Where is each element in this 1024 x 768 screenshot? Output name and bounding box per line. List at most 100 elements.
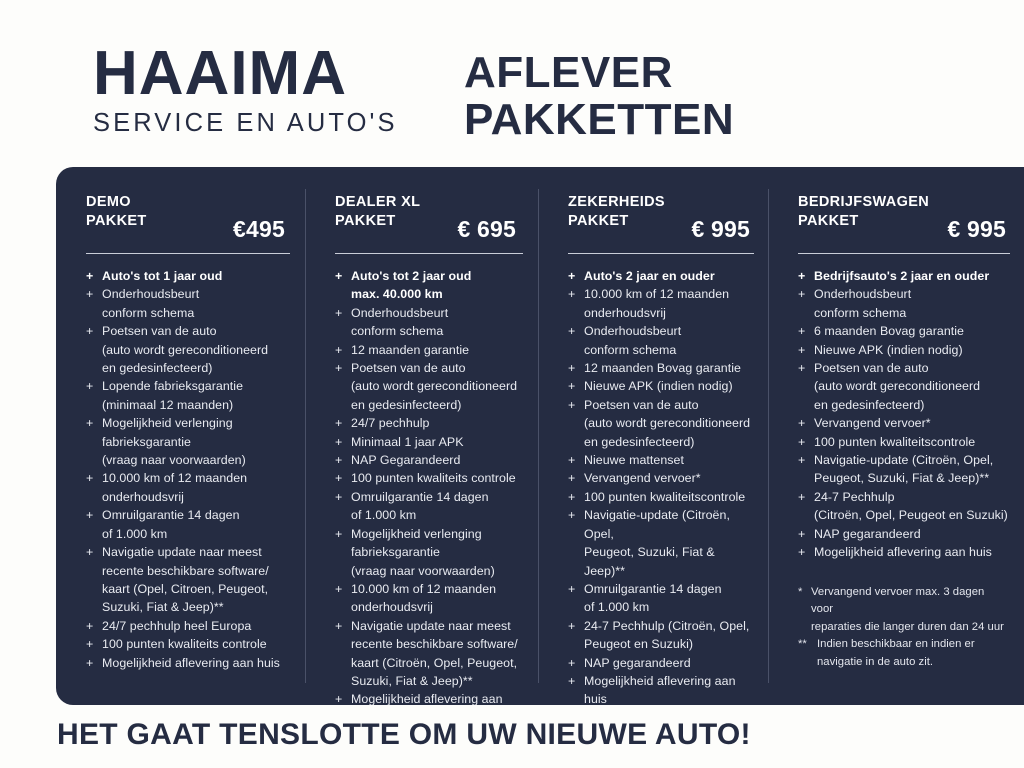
feature-item: +100 punten kwaliteits controle — [86, 635, 289, 653]
brand-logo: HAAIMA SERVICE EN AUTO'S — [93, 39, 423, 137]
feature-text: NAP gegarandeerd — [584, 655, 691, 670]
plus-icon: + — [798, 342, 806, 357]
feature-text: Mogelijkheid verlenging fabrieksgarantie(… — [351, 526, 495, 578]
feature-item: + Auto's tot 2 jaar oud max. 40.000 km — [335, 267, 522, 304]
feature-item: + NAP gegarandeerd — [568, 654, 752, 672]
feature-text: Mogelijkheid verlenging fabrieksgarantie(… — [102, 416, 246, 468]
feature-text: Mogelijkheid aflevering aan huis — [102, 655, 280, 670]
feature-text: Bedrijfsauto's 2 jaar en ouder — [814, 269, 990, 283]
package-name-line-1: DEALER XL — [335, 194, 421, 210]
feature-text: Nieuwe APK (indien nodig) — [584, 379, 733, 394]
packages-panel: DEMO PAKKET €495 + Auto's tot 1 jaar oud + Ond… — [56, 167, 1024, 705]
feature-text: Onderhoudsbeurt conform schema — [814, 287, 912, 320]
feature-item: + Mogelijkheid verlenging fabrieksgarantie… — [335, 525, 522, 580]
plus-icon: + — [798, 526, 806, 541]
header-divider — [798, 253, 1010, 254]
plus-icon: + — [86, 655, 94, 670]
header-divider — [568, 253, 754, 254]
plus-icon: + — [568, 581, 576, 596]
feature-item: + Mogelijkheid aflevering aan huis — [798, 543, 1008, 561]
feature-item: + Mogelijkheid aflevering aan huis — [335, 690, 522, 705]
plus-icon: + — [335, 526, 343, 541]
plus-icon: + — [335, 489, 343, 504]
feature-item: + Navigatie update naar meest recente besc… — [335, 617, 522, 691]
package-column: DEALER XL PAKKET € 695 + Auto's tot 2 jaar o… — [305, 167, 538, 705]
package-price: € 995 — [947, 216, 1006, 242]
feature-item: + Navigatie update naar meest recente besc… — [86, 543, 289, 617]
plus-icon: + — [86, 508, 94, 523]
footer-tagline: HET GAAT TENSLOTTE OM UW NIEUWE AUTO! — [57, 718, 751, 751]
feature-text: Vervangend vervoer* — [584, 471, 701, 486]
feature-item: + Onderhoudsbeurt conform schema — [335, 304, 522, 341]
feature-text: 6 maanden Bovag garantie — [814, 324, 964, 339]
feature-text: 24/7 pechhulp heel Europa — [102, 618, 252, 633]
feature-text: Mogelijkheid aflevering aan huis — [584, 673, 736, 705]
header-divider — [335, 253, 523, 254]
feature-item: + Omruilgarantie 14 dagen of 1.000 km — [335, 488, 522, 525]
feature-text: 100 punten kwaliteits controle — [102, 637, 267, 652]
plus-icon: + — [798, 324, 806, 339]
package-name-line-2: PAKKET — [86, 212, 147, 229]
footnote-text: Vervangend vervoer max. 3 dagen voor repa… — [811, 585, 1004, 633]
footnote-marker: * — [798, 585, 803, 598]
plus-icon: + — [568, 618, 576, 633]
feature-text: NAP gegarandeerd — [814, 526, 921, 541]
feature-item: + Nieuwe APK (indien nodig) — [798, 341, 1008, 359]
plus-icon: + — [568, 287, 576, 302]
feature-item: +12 maanden garantie — [335, 341, 522, 359]
feature-text: Auto's tot 1 jaar oud — [102, 269, 223, 283]
plus-icon: + — [798, 453, 806, 468]
page-title-line-2: PAKKETTEN — [464, 95, 735, 145]
feature-item: + Mogelijkheid aflevering aan huis — [568, 672, 752, 705]
feature-text: Poetsen van de auto (auto wordt gerecondi… — [584, 397, 751, 449]
package-name-line-2: PAKKET — [335, 212, 396, 229]
plus-icon: + — [86, 379, 94, 394]
feature-item: + Auto's 2 jaar en ouder — [568, 267, 752, 285]
plus-icon: + — [335, 342, 343, 357]
footnote-item: ** Indien beschikbaar en indien er navigat… — [798, 636, 1008, 671]
plus-icon: + — [335, 471, 343, 486]
plus-icon: + — [86, 618, 94, 633]
plus-icon: + — [568, 453, 576, 468]
plus-icon: + — [798, 434, 806, 449]
feature-item: + NAP gegarandeerd — [798, 525, 1008, 543]
plus-icon: + — [86, 416, 94, 431]
plus-icon: + — [335, 581, 343, 596]
feature-list: + Auto's 2 jaar en ouder +10.000 km of 12 … — [568, 267, 752, 705]
feature-text: Mogelijkheid aflevering aan huis — [351, 692, 503, 705]
feature-list: + Auto's tot 2 jaar oud max. 40.000 km + Ond… — [335, 267, 522, 705]
feature-text: Poetsen van de auto (auto wordt gerecondi… — [102, 324, 269, 376]
feature-text: Onderhoudsbeurt conform schema — [102, 287, 200, 320]
feature-text: 10.000 km of 12 maanden onderhoudsvrij — [351, 581, 497, 615]
package-column: DEMO PAKKET €495 + Auto's tot 1 jaar oud + Ond… — [56, 167, 305, 705]
plus-icon: + — [335, 618, 343, 633]
plus-icon: + — [798, 361, 806, 376]
feature-text: 12 maanden Bovag garantie — [584, 361, 741, 376]
plus-icon: + — [86, 287, 94, 302]
package-name-line-1: DEMO — [86, 194, 131, 210]
feature-text: Navigatie update naar meest recente besch… — [351, 618, 518, 688]
plus-icon: + — [568, 361, 576, 376]
plus-icon: + — [568, 379, 576, 394]
package-name-line-2: PAKKET — [798, 212, 859, 229]
feature-item: + Onderhoudsbeurt conform schema — [798, 285, 1008, 322]
feature-text: Onderhoudsbeurt conform schema — [584, 324, 682, 357]
plus-icon: + — [568, 655, 576, 670]
feature-item: + Omruilgarantie 14 dagen of 1.000 km — [86, 506, 289, 543]
feature-item: + NAP Gegarandeerd — [335, 451, 522, 469]
feature-item: + Poetsen van de auto (auto wordt gerecond… — [335, 359, 522, 414]
feature-item: + Minimaal 1 jaar APK — [335, 433, 522, 451]
plus-icon: + — [568, 508, 576, 523]
plus-icon: + — [798, 545, 806, 560]
feature-text: Vervangend vervoer* — [814, 416, 931, 431]
brand-name: HAAIMA — [93, 39, 347, 108]
package-header: ZEKERHEIDS PAKKET € 995 — [568, 193, 752, 243]
feature-text: 10.000 km of 12 maanden onderhoudsvrij — [102, 471, 248, 504]
feature-item: + Onderhoudsbeurt conform schema — [86, 285, 289, 322]
package-name-line-1: ZEKERHEIDS — [568, 194, 665, 210]
feature-item: +6 maanden Bovag garantie — [798, 322, 1008, 340]
header-divider — [86, 253, 290, 254]
plus-icon: + — [568, 397, 576, 412]
plus-icon: + — [568, 489, 576, 504]
feature-item: +10.000 km of 12 maanden onderhoudsvrij — [86, 469, 289, 506]
